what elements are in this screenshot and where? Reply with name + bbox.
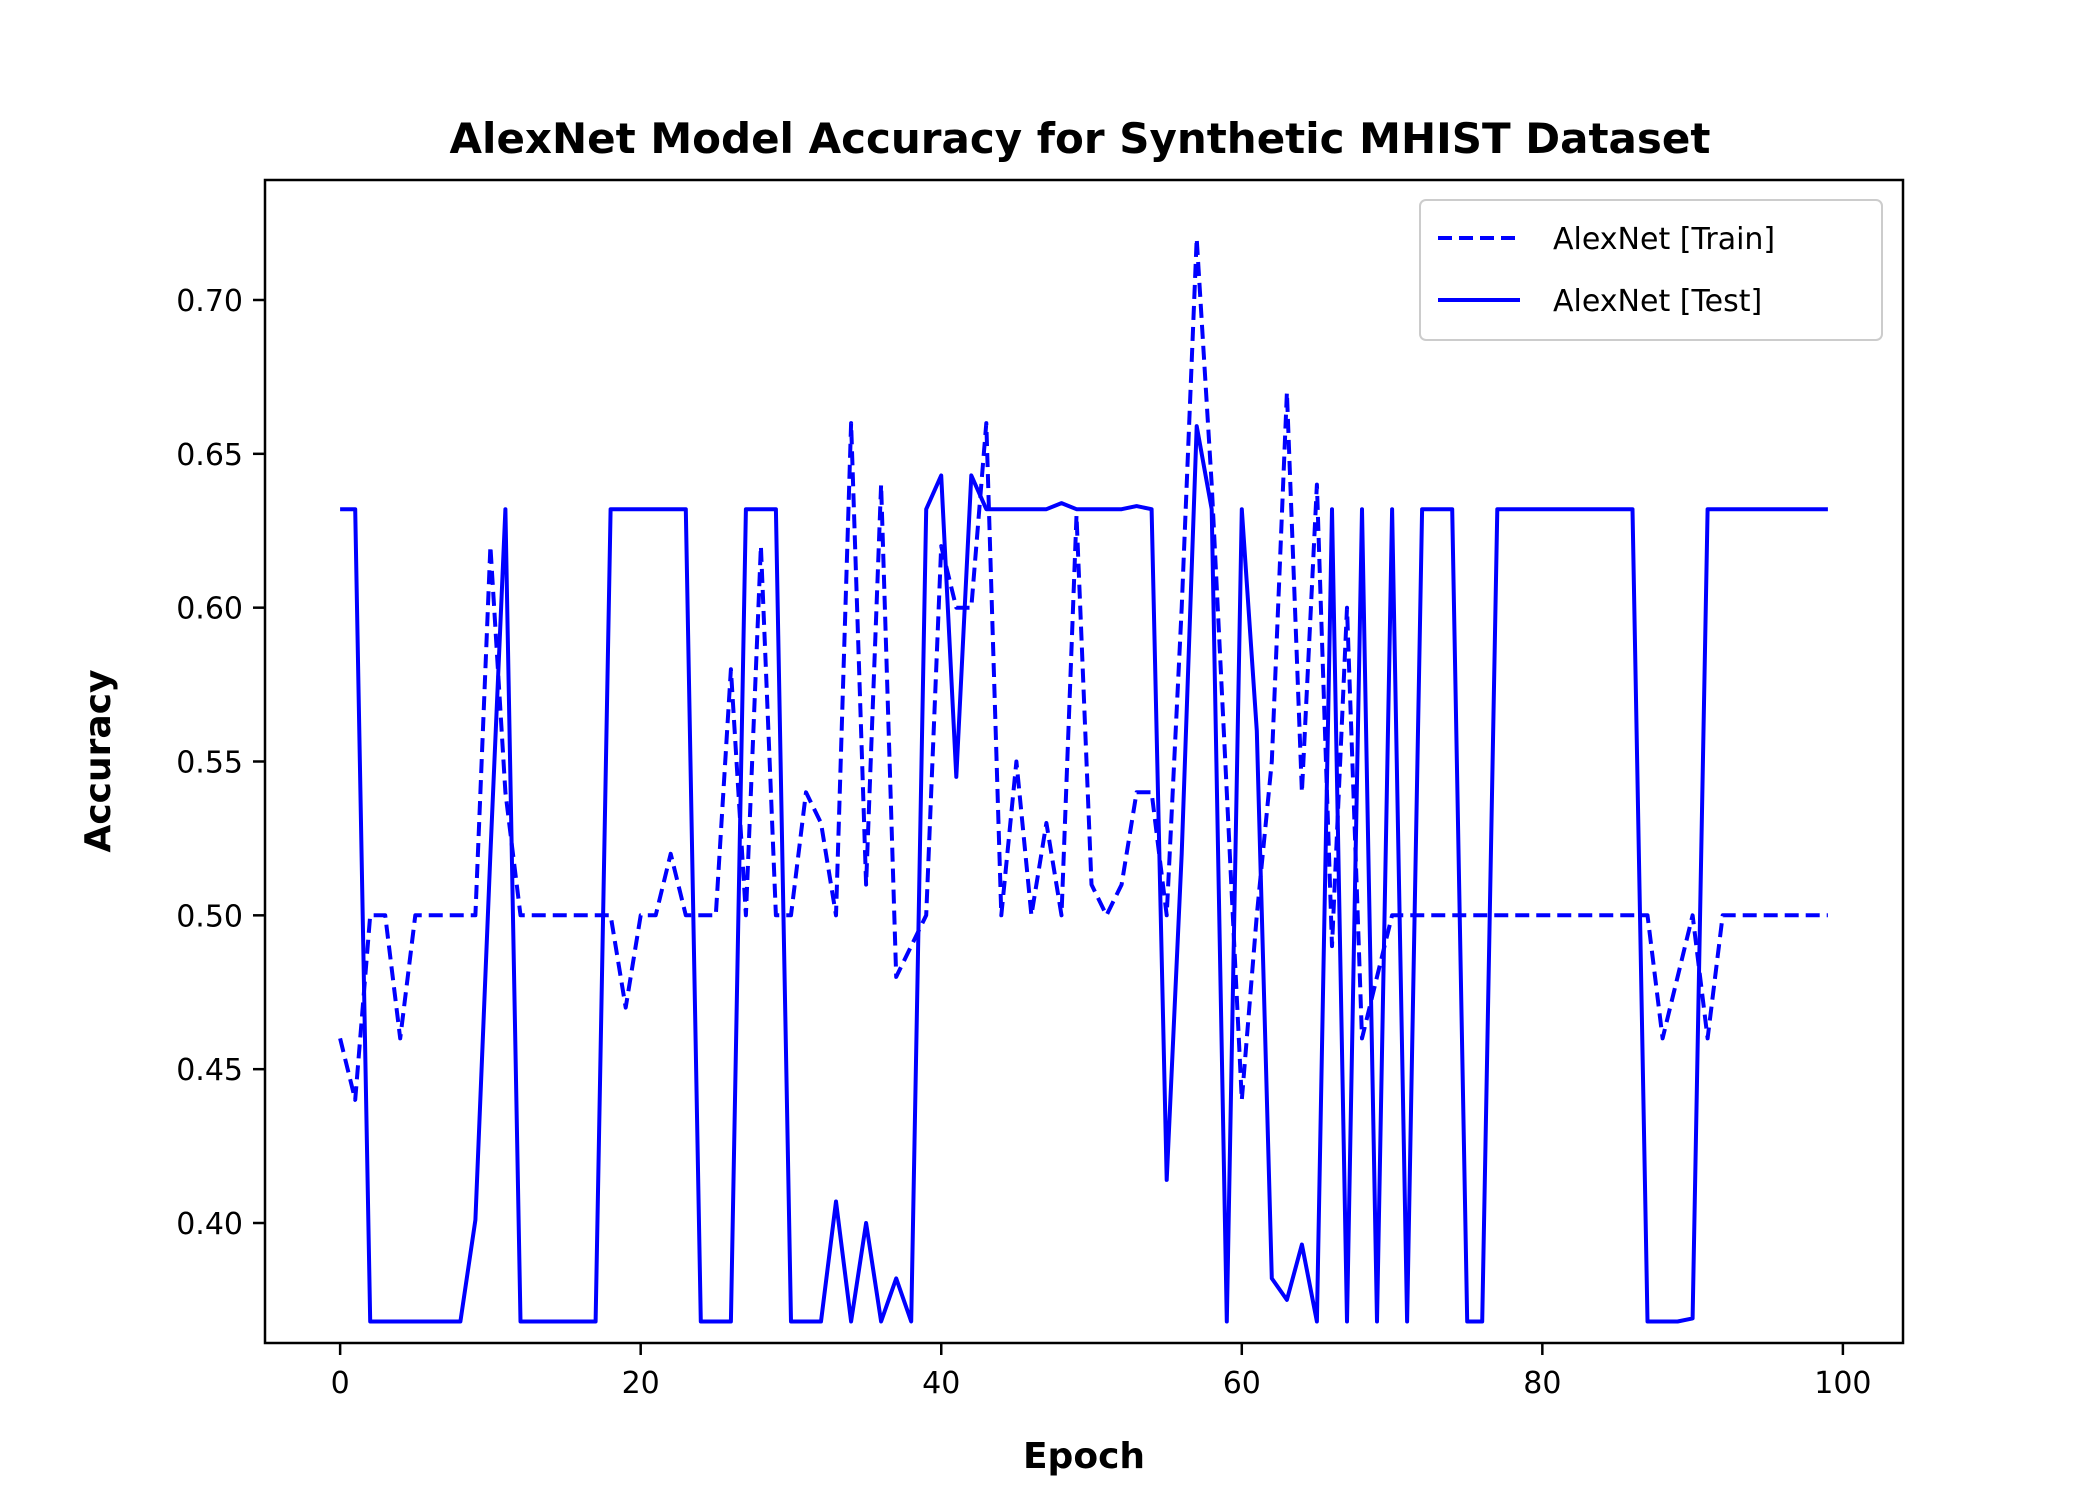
series-layer — [338, 236, 1828, 1324]
x-axis-label: Epoch — [1023, 1436, 1145, 1477]
legend-label-test: AlexNet [Test] — [1553, 284, 1762, 319]
y-axis-label: Accuracy — [78, 669, 119, 852]
x-tick-label: 60 — [1223, 1366, 1261, 1401]
x-tick-label: 0 — [331, 1366, 350, 1401]
legend: AlexNet [Train] AlexNet [Test] — [1419, 199, 1883, 341]
x-axis-ticks: 0 20 40 60 80 100 — [331, 1343, 1872, 1401]
y-tick-label: 0.65 — [176, 438, 243, 473]
y-tick-label: 0.50 — [176, 899, 243, 934]
series-line-test — [340, 424, 1828, 1324]
y-tick-label: 0.60 — [176, 592, 243, 627]
chart-title: AlexNet Model Accuracy for Synthetic MHI… — [450, 114, 1711, 163]
x-tick-label: 80 — [1523, 1366, 1561, 1401]
series-line-train — [338, 236, 1828, 1102]
y-tick-label: 0.45 — [176, 1053, 243, 1088]
y-tick-label: 0.70 — [176, 284, 243, 319]
x-tick-label: 20 — [622, 1366, 660, 1401]
x-tick-label: 100 — [1814, 1366, 1871, 1401]
legend-label-train: AlexNet [Train] — [1553, 222, 1775, 257]
legend-box — [1419, 199, 1883, 341]
x-tick-label: 40 — [922, 1366, 960, 1401]
y-axis-ticks: 0.40 0.45 0.50 0.55 0.60 0.65 0.70 — [176, 284, 265, 1242]
y-tick-label: 0.55 — [176, 746, 243, 781]
y-tick-label: 0.40 — [176, 1207, 243, 1242]
